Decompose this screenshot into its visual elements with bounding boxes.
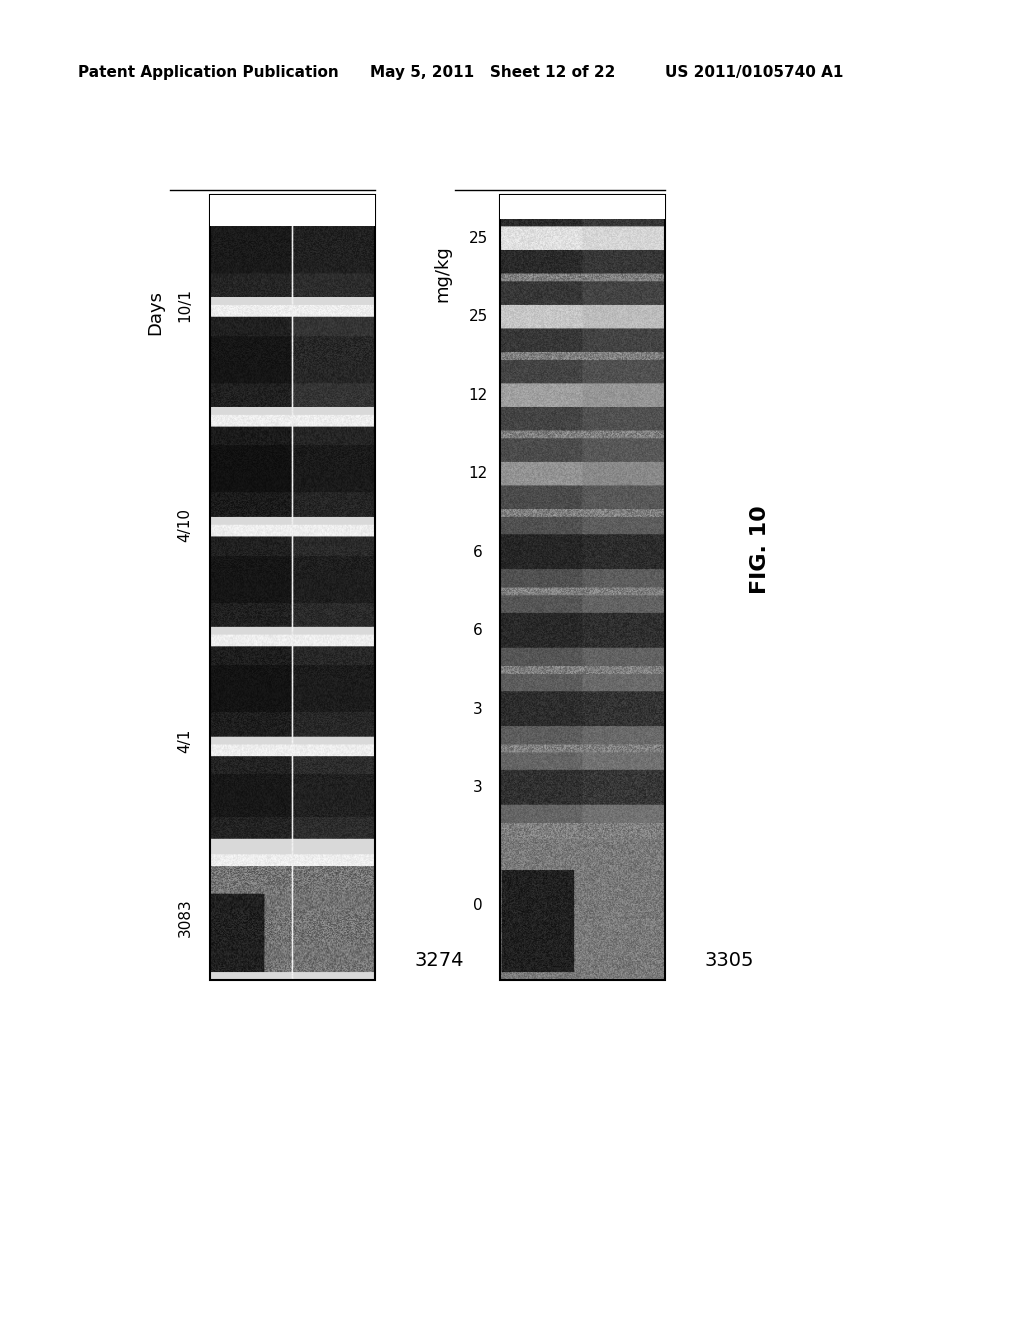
Text: 3305: 3305 xyxy=(705,950,755,969)
Text: 25: 25 xyxy=(468,309,487,325)
Text: 6: 6 xyxy=(473,545,483,560)
Text: 6: 6 xyxy=(473,623,483,638)
Text: 10/1: 10/1 xyxy=(177,288,193,322)
Text: 3: 3 xyxy=(473,780,483,795)
Text: mg/kg: mg/kg xyxy=(433,246,451,302)
Text: 25: 25 xyxy=(468,231,487,246)
Text: May 5, 2011   Sheet 12 of 22: May 5, 2011 Sheet 12 of 22 xyxy=(370,65,615,79)
Text: Patent Application Publication: Patent Application Publication xyxy=(78,65,339,79)
Text: 3083: 3083 xyxy=(177,898,193,937)
Text: FL: FL xyxy=(538,202,555,216)
Text: 3274: 3274 xyxy=(415,950,465,969)
Text: 0: 0 xyxy=(473,898,482,913)
Text: Δ7: Δ7 xyxy=(609,202,629,216)
Text: FL: FL xyxy=(248,207,265,222)
Text: Days: Days xyxy=(146,290,164,335)
Bar xyxy=(500,195,665,219)
Bar xyxy=(210,195,375,227)
Text: 12: 12 xyxy=(468,388,487,403)
Text: FIG. 10: FIG. 10 xyxy=(750,506,770,594)
Bar xyxy=(210,195,375,979)
Text: 4/1: 4/1 xyxy=(177,729,193,752)
Text: 12: 12 xyxy=(468,466,487,482)
Text: Δ7: Δ7 xyxy=(318,207,339,222)
Text: 4/10: 4/10 xyxy=(177,508,193,541)
Text: 3: 3 xyxy=(473,702,483,717)
Bar xyxy=(500,195,665,979)
Text: US 2011/0105740 A1: US 2011/0105740 A1 xyxy=(665,65,844,79)
